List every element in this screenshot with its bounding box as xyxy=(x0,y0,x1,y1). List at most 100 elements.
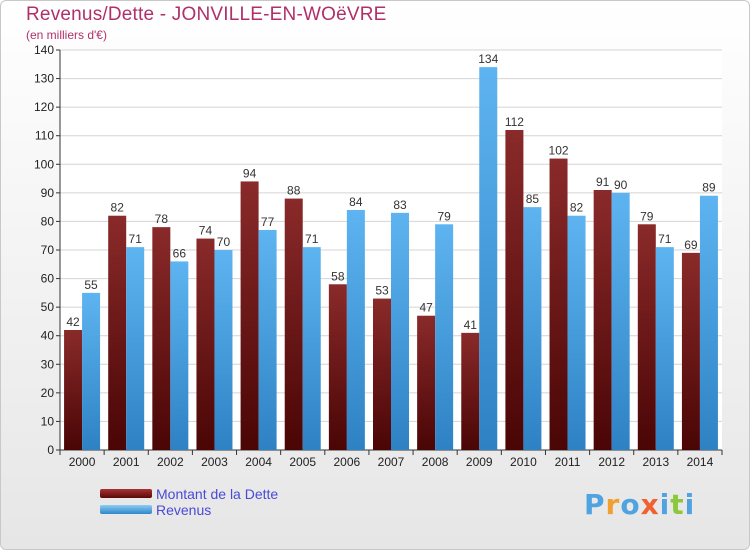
bar-dette xyxy=(196,238,215,450)
data-label-dette: 47 xyxy=(419,301,433,315)
data-label-dette: 41 xyxy=(464,318,478,332)
y-tick-label: 130 xyxy=(34,72,54,86)
logo-letter: x xyxy=(640,488,660,521)
x-tick-label: 2012 xyxy=(598,455,625,469)
logo-letter: i xyxy=(659,488,671,521)
legend-label-dette: Montant de la Dette xyxy=(156,486,279,502)
logo-letter: P xyxy=(584,488,606,521)
bar-revenus xyxy=(699,195,718,450)
logo-letter: t xyxy=(670,488,685,521)
y-tick-label: 70 xyxy=(41,243,55,257)
x-tick-label: 2013 xyxy=(642,455,669,469)
data-label-dette: 53 xyxy=(375,284,389,298)
bar-dette xyxy=(681,252,700,450)
x-tick-label: 2003 xyxy=(201,455,228,469)
bar-revenus xyxy=(258,230,277,450)
y-tick-label: 140 xyxy=(34,43,54,57)
logo-letter: o xyxy=(620,488,641,521)
y-tick-label: 100 xyxy=(34,157,54,171)
data-label-revenus: 82 xyxy=(570,201,584,215)
data-label-revenus: 66 xyxy=(173,246,187,260)
bar-revenus xyxy=(126,247,145,450)
bar-dette xyxy=(461,332,480,450)
y-tick-label: 90 xyxy=(41,186,55,200)
y-tick-label: 40 xyxy=(41,329,55,343)
logo-letter: i xyxy=(684,488,696,521)
x-tick-label: 2009 xyxy=(466,455,493,469)
data-label-dette: 102 xyxy=(549,144,569,158)
data-label-revenus: 71 xyxy=(305,232,319,246)
data-label-revenus: 71 xyxy=(129,232,143,246)
bar-revenus xyxy=(479,67,498,451)
proxiti-logo: Proxiti xyxy=(584,488,695,521)
bar-revenus xyxy=(346,210,365,450)
legend-label-revenus: Revenus xyxy=(156,502,212,518)
bar-dette xyxy=(284,198,303,450)
x-tick-label: 2006 xyxy=(334,455,361,469)
data-label-dette: 79 xyxy=(640,209,654,223)
chart-title: Revenus/Dette - JONVILLE-EN-WOëVRE xyxy=(26,4,387,25)
data-label-dette: 94 xyxy=(243,166,257,180)
x-tick-label: 2008 xyxy=(422,455,449,469)
x-tick-label: 2001 xyxy=(113,455,140,469)
y-tick-label: 30 xyxy=(41,357,55,371)
bar-dette xyxy=(549,158,568,451)
data-label-revenus: 55 xyxy=(84,278,98,292)
data-label-revenus: 89 xyxy=(702,181,716,195)
data-label-dette: 88 xyxy=(287,184,301,198)
legend-swatch-dette xyxy=(100,489,152,498)
x-tick-label: 2014 xyxy=(687,455,714,469)
bar-dette xyxy=(505,130,524,450)
bar-dette xyxy=(152,227,171,450)
data-label-revenus: 71 xyxy=(658,232,672,246)
data-label-dette: 82 xyxy=(111,201,125,215)
data-label-dette: 69 xyxy=(684,238,698,252)
data-label-revenus: 84 xyxy=(349,195,363,209)
legend-swatch-revenus xyxy=(100,505,152,514)
bar-revenus xyxy=(567,215,586,450)
bar-revenus xyxy=(214,250,233,450)
bar-revenus xyxy=(170,261,189,450)
bar-dette xyxy=(593,190,612,450)
data-label-dette: 42 xyxy=(66,315,80,329)
x-tick-label: 2000 xyxy=(69,455,96,469)
x-tick-label: 2011 xyxy=(555,455,581,469)
bar-dette xyxy=(108,215,127,450)
y-tick-label: 10 xyxy=(41,414,55,428)
bar-dette xyxy=(328,284,347,450)
y-tick-label: 50 xyxy=(41,300,55,314)
x-tick-label: 2007 xyxy=(378,455,405,469)
data-label-dette: 112 xyxy=(505,115,524,129)
logo-letter: r xyxy=(605,488,621,521)
y-tick-label: 60 xyxy=(41,272,55,286)
bar-dette xyxy=(64,330,83,450)
data-label-dette: 58 xyxy=(331,269,345,283)
x-tick-label: 2004 xyxy=(245,455,272,469)
y-tick-label: 110 xyxy=(35,129,54,143)
x-tick-label: 2005 xyxy=(289,455,316,469)
y-tick-label: 0 xyxy=(47,443,54,457)
data-label-dette: 74 xyxy=(199,224,213,238)
chart-subtitle: (en milliers d'€) xyxy=(26,28,107,42)
bar-dette xyxy=(417,315,436,450)
bar-revenus xyxy=(82,292,101,450)
x-tick-label: 2002 xyxy=(157,455,184,469)
data-label-revenus: 85 xyxy=(526,192,540,206)
y-tick-label: 80 xyxy=(41,214,55,228)
bar-revenus xyxy=(302,247,321,450)
bar-revenus xyxy=(523,207,542,450)
data-label-dette: 91 xyxy=(596,175,610,189)
bar-revenus xyxy=(611,192,630,450)
y-tick-label: 120 xyxy=(34,100,54,114)
bar-dette xyxy=(637,224,656,450)
data-label-revenus: 70 xyxy=(217,235,231,249)
data-label-revenus: 77 xyxy=(261,215,275,229)
x-tick-label: 2010 xyxy=(510,455,537,469)
data-label-revenus: 83 xyxy=(393,198,407,212)
y-tick-label: 20 xyxy=(41,386,55,400)
data-label-dette: 78 xyxy=(155,212,169,226)
bar-dette xyxy=(373,298,391,450)
bar-revenus xyxy=(655,247,674,450)
data-label-revenus: 79 xyxy=(437,209,451,223)
